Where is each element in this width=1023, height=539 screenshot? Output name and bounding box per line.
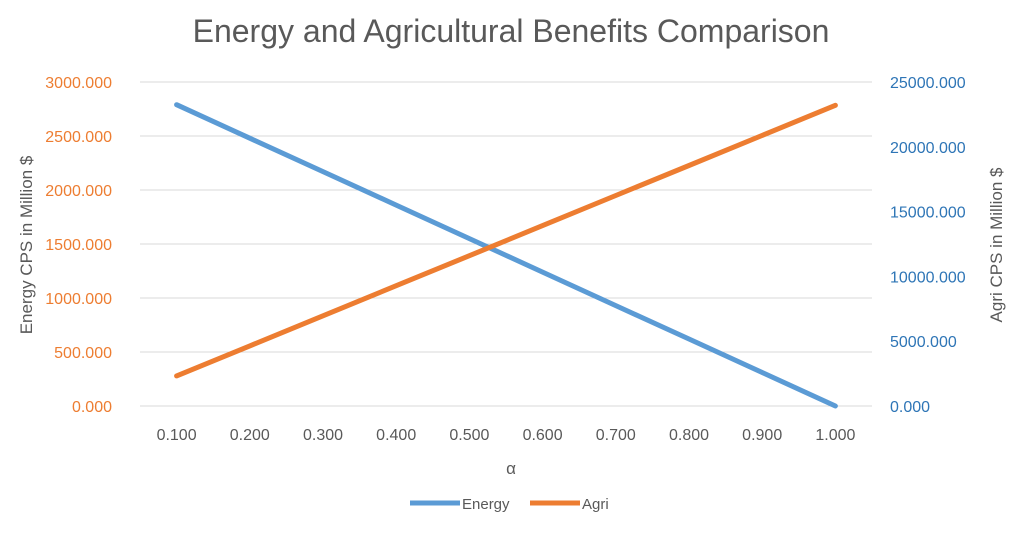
x-tick-label: 0.600: [523, 427, 563, 444]
x-tick-label: 0.400: [376, 427, 416, 444]
x-tick-label: 0.700: [596, 427, 636, 444]
left-tick-label: 500.000: [54, 345, 112, 362]
left-tick-label: 1500.000: [45, 237, 112, 254]
legend-label-energy: Energy: [462, 496, 510, 513]
right-tick-label: 0.000: [890, 399, 930, 416]
x-tick-label: 0.800: [669, 427, 709, 444]
right-tick-label: 20000.000: [890, 140, 966, 157]
left-tick-label: 1000.000: [45, 291, 112, 308]
legend-label-agri: Agri: [582, 496, 609, 513]
series-line-agri: [174, 102, 838, 379]
legend: Energy Agri: [410, 496, 609, 513]
x-tick-label: 0.500: [449, 427, 489, 444]
x-axis-title: α: [506, 459, 516, 478]
x-tick-label: 0.100: [157, 427, 197, 444]
x-tick-label: 0.200: [230, 427, 270, 444]
left-axis-title: Energy CPS in Million $: [17, 155, 36, 334]
chart-title: Energy and Agricultural Benefits Compari…: [193, 13, 830, 49]
x-axis-ticks: 0.100 0.200 0.300 0.400 0.500 0.600 0.700 0.800…: [157, 427, 856, 444]
right-tick-label: 25000.000: [890, 75, 966, 92]
left-tick-label: 2500.000: [45, 129, 112, 146]
gridlines: [140, 81, 872, 407]
left-tick-label: 0.000: [72, 399, 112, 416]
x-tick-label: 1.000: [815, 427, 855, 444]
left-tick-label: 3000.000: [45, 75, 112, 92]
x-tick-label: 0.900: [742, 427, 782, 444]
left-tick-label: 2000.000: [45, 183, 112, 200]
right-tick-label: 15000.000: [890, 205, 966, 222]
right-tick-label: 10000.000: [890, 269, 966, 286]
series-lines: [174, 102, 838, 409]
x-tick-label: 0.300: [303, 427, 343, 444]
series-line-energy: [174, 102, 838, 409]
right-axis-title: Agri CPS in Million $: [987, 167, 1006, 322]
right-axis-ticks: 0.000 5000.000 10000.000 15000.000 20000.000…: [890, 75, 966, 416]
left-axis-ticks: 0.000 500.000 1000.000 1500.000 2000.000 2500…: [45, 75, 112, 416]
right-tick-label: 5000.000: [890, 334, 957, 351]
